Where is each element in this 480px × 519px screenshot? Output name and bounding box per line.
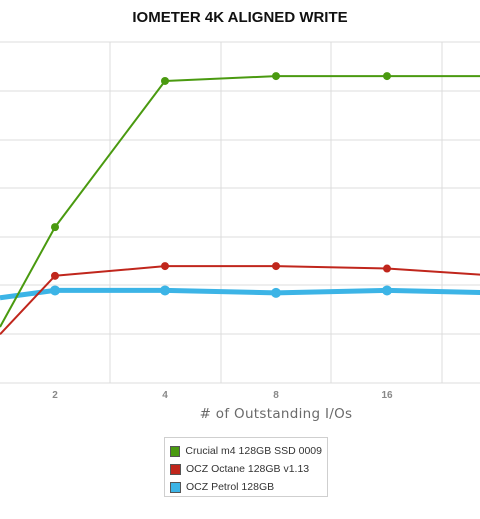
legend-item-crucial[interactable]: Crucial m4 128GB SSD 0009 [170, 442, 322, 460]
data-point [51, 223, 59, 232]
data-point [382, 285, 392, 296]
chart-title: IOMETER 4K ALIGNED WRITE [132, 9, 348, 26]
series-line [0, 75, 480, 328]
data-point [161, 262, 169, 271]
legend-swatch [170, 445, 181, 457]
data-point [272, 72, 280, 81]
legend-swatch [170, 463, 181, 475]
data-point [383, 72, 391, 81]
legend-label: OCZ Octane 128GB v1.13 [186, 463, 310, 475]
series-line [0, 287, 480, 301]
data-point [271, 287, 281, 298]
x-tick-labels: 2 4 8 16 [52, 390, 393, 401]
data-point [272, 262, 280, 271]
legend-label: OCZ Petrol 128GB [186, 481, 275, 493]
data-point [160, 285, 170, 296]
series-line [0, 265, 480, 335]
x-tick-label: 8 [273, 390, 279, 401]
series-lines [0, 72, 480, 335]
x-tick-label: 2 [52, 390, 58, 401]
data-point [161, 76, 169, 85]
legend: Crucial m4 128GB SSD 0009 OCZ Octane 128… [164, 437, 328, 497]
x-tick-label: 4 [162, 390, 168, 401]
legend-label: Crucial m4 128GB SSD 0009 [185, 445, 322, 457]
legend-swatch [170, 481, 181, 493]
x-tick-label: 16 [381, 390, 393, 401]
data-point [50, 285, 60, 296]
legend-item-petrol[interactable]: OCZ Petrol 128GB [170, 478, 322, 496]
data-point [383, 264, 391, 273]
legend-item-octane[interactable]: OCZ Octane 128GB v1.13 [170, 460, 322, 478]
gridlines [0, 41, 480, 384]
data-point [51, 271, 59, 280]
x-axis-label: # of Outstanding I/Os [199, 406, 353, 422]
